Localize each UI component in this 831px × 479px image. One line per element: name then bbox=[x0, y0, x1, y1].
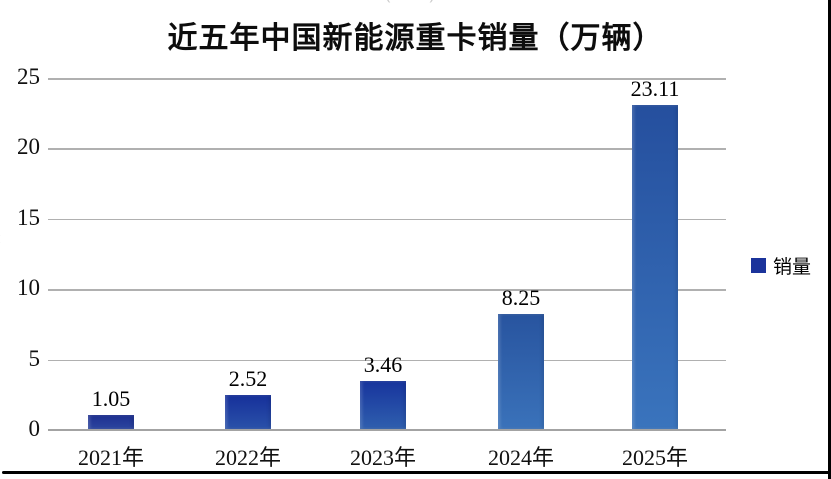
frame-border-right bbox=[828, 0, 831, 479]
bar-2021年 bbox=[88, 415, 134, 429]
chart-title: 近五年中国新能源重卡销量（万辆） bbox=[167, 22, 664, 55]
gridline bbox=[48, 289, 726, 291]
value-label: 1.05 bbox=[91, 386, 131, 412]
y-tick-label: 25 bbox=[17, 64, 40, 89]
value-label: 2.52 bbox=[228, 365, 268, 391]
frame-border-bottom bbox=[2, 471, 831, 474]
x-tick-label: 2025年 bbox=[621, 445, 688, 470]
y-tick-label: 5 bbox=[28, 345, 41, 371]
y-tick-label: 0 bbox=[28, 416, 41, 441]
legend-swatch-icon bbox=[751, 258, 766, 273]
cropped-edge-artifact: ‹ bbox=[0, 228, 1, 249]
x-tick-label: 2022年 bbox=[214, 445, 281, 470]
y-tick-label: 15 bbox=[17, 204, 40, 230]
value-label: 8.25 bbox=[501, 284, 541, 310]
bar-2022年 bbox=[225, 394, 271, 429]
x-axis-line bbox=[48, 429, 726, 431]
bar-2023年 bbox=[360, 381, 406, 429]
x-tick-label: 2023年 bbox=[349, 445, 416, 470]
y-tick-label: 10 bbox=[17, 275, 40, 301]
cropped-text-artifact: ( ) bbox=[385, 0, 435, 4]
x-tick-label: 2021年 bbox=[77, 445, 144, 470]
gridline bbox=[48, 359, 726, 362]
value-label: 23.11 bbox=[630, 75, 680, 101]
gridline bbox=[48, 218, 726, 221]
legend: 销量 bbox=[751, 252, 811, 279]
bar-2024年 bbox=[498, 313, 544, 429]
value-label: 3.46 bbox=[363, 352, 403, 378]
bar-2025年 bbox=[632, 104, 678, 429]
y-tick-label: 20 bbox=[17, 134, 40, 160]
legend-label: 销量 bbox=[773, 257, 812, 278]
gridline bbox=[48, 78, 726, 80]
gridline bbox=[48, 148, 726, 150]
x-tick-label: 2024年 bbox=[487, 445, 554, 470]
